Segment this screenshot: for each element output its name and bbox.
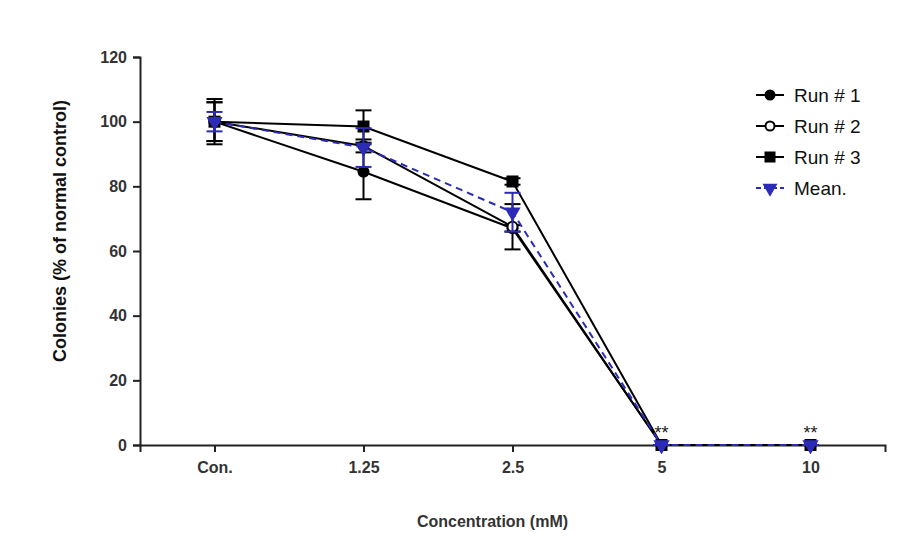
legend-marker (763, 184, 778, 197)
series (207, 99, 819, 451)
y-tick-label: 40 (109, 307, 127, 324)
legend: Run # 1 Run # 2 Run # 3 Mean. (756, 85, 861, 199)
y-tick: 80 (109, 178, 140, 195)
x-tick-label: 5 (658, 459, 667, 476)
x-tick: 1.25 (348, 445, 379, 476)
point (206, 117, 222, 131)
error-cap (207, 101, 223, 103)
x-tick: Con. (197, 445, 233, 476)
marker-group (507, 175, 519, 187)
y-tick-mark (133, 121, 140, 123)
error-cap (505, 248, 521, 250)
x-tick-label: 2.5 (502, 459, 524, 476)
y-tick-mark (133, 380, 140, 382)
error-cap (356, 109, 372, 111)
annotation: ** (803, 423, 817, 443)
y-tick-label: 100 (100, 113, 127, 130)
y-tick-mark (133, 315, 140, 317)
y-tick-mark (133, 57, 140, 59)
series (206, 112, 818, 454)
legend-marker (766, 122, 775, 131)
error-cap (505, 192, 521, 194)
y-tick: 0 (118, 437, 140, 454)
error-cap (505, 231, 521, 233)
legend-label: Run # 1 (794, 85, 861, 106)
error-cap (505, 231, 521, 233)
point (355, 143, 371, 157)
marker-group (355, 143, 371, 157)
series-line (215, 122, 811, 445)
x-tick: 2.5 (502, 445, 524, 476)
error-cap (356, 198, 372, 200)
error-cap (356, 166, 372, 168)
y-tick: 60 (109, 243, 140, 260)
point (507, 175, 519, 187)
y-tick-mark (133, 186, 140, 188)
legend-marker (765, 152, 776, 163)
x-tick-label: Con. (197, 459, 233, 476)
y-axis: 0 20 40 60 80 100 120 (100, 49, 140, 454)
y-tick-label: 120 (100, 49, 127, 66)
y-tick: 100 (100, 113, 140, 130)
x-tick-label: 10 (802, 459, 820, 476)
x-axis-line (141, 446, 886, 453)
error-bar (207, 112, 223, 131)
series (207, 102, 819, 450)
error-cap (207, 101, 223, 103)
series-line (215, 122, 811, 445)
legend-label: Run # 2 (794, 116, 861, 137)
y-tick-mark (133, 251, 140, 253)
error-cap (356, 127, 372, 129)
y-tick: 40 (109, 307, 140, 324)
x-tick-mark (214, 445, 216, 452)
x-axis-title: Concentration (mM) (417, 513, 568, 530)
y-tick-mark (133, 445, 140, 447)
legend-entry: Run # 1 (756, 85, 861, 106)
annotation: ** (654, 423, 668, 443)
x-tick-label: 1.25 (348, 459, 379, 476)
marker-group (504, 207, 520, 221)
y-tick: 20 (109, 372, 140, 389)
legend-label: Mean. (794, 178, 847, 199)
series-line (215, 122, 811, 445)
legend-label: Run # 3 (794, 147, 861, 168)
y-axis-line (133, 58, 141, 446)
x-tick-mark (512, 445, 514, 452)
plot: 0 20 40 60 80 100 120 Con. 1.25 2.5 5 10 ** ** (100, 49, 885, 477)
legend-marker (765, 90, 776, 101)
y-tick-label: 0 (118, 437, 127, 454)
y-tick-label: 60 (109, 243, 127, 260)
x-axis: Con. 1.25 2.5 5 10 (141, 445, 886, 476)
series-line (215, 122, 811, 445)
series (207, 102, 819, 451)
y-tick-label: 20 (109, 372, 127, 389)
y-tick: 120 (100, 49, 140, 66)
marker-group (206, 117, 222, 131)
x-tick-mark (363, 445, 365, 452)
error-bar (356, 128, 372, 167)
error-cap (207, 143, 223, 145)
error-cap (207, 140, 223, 142)
chart: 0 20 40 60 80 100 120 Con. 1.25 2.5 5 10 ** ** Concent… (0, 0, 919, 545)
error-cap (207, 111, 223, 113)
legend-entry: Run # 3 (756, 147, 861, 168)
point (504, 207, 520, 221)
legend-entry: Run # 2 (756, 116, 861, 137)
error-cap (207, 140, 223, 142)
error-cap (207, 98, 223, 100)
legend-entry: Mean. (756, 178, 847, 199)
y-axis-title: Colonies (% of normal control) (50, 100, 70, 362)
series-area (206, 99, 818, 454)
error-bar (505, 193, 521, 232)
y-tick-label: 80 (109, 178, 127, 195)
